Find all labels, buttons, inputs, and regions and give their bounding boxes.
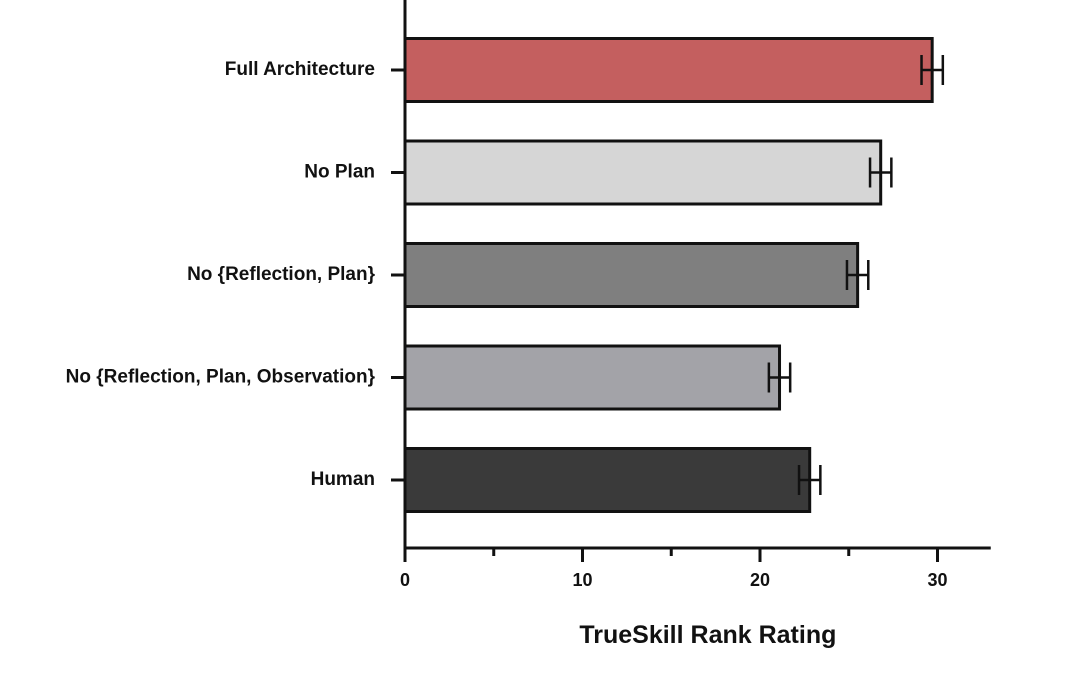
error-bar [767, 362, 792, 393]
x-tick-label: 30 [927, 570, 947, 590]
axes-layer: Full Architecture No Plan No {Reflection, … [66, 0, 991, 590]
bar [403, 447, 812, 513]
bar [403, 344, 782, 411]
bar [403, 37, 934, 103]
x-tick-label: 10 [572, 570, 592, 590]
error-bar [797, 465, 822, 495]
category-label: Full Architecture [225, 59, 375, 80]
category-label: No Plan [304, 162, 375, 183]
error-bar [868, 157, 893, 188]
bars-layer [403, 37, 945, 513]
error-bar [920, 55, 945, 85]
category-label: No {Reflection, Plan} [187, 264, 376, 285]
x-tick-label: 20 [750, 570, 770, 590]
category-label: Human [311, 469, 375, 490]
bar [403, 242, 860, 308]
bar [403, 139, 883, 206]
category-label: No {Reflection, Plan, Observation} [66, 367, 376, 388]
x-axis-title: TrueSkill Rank Rating [579, 621, 836, 649]
x-tick-label: 0 [400, 570, 410, 590]
error-bar [845, 260, 870, 290]
